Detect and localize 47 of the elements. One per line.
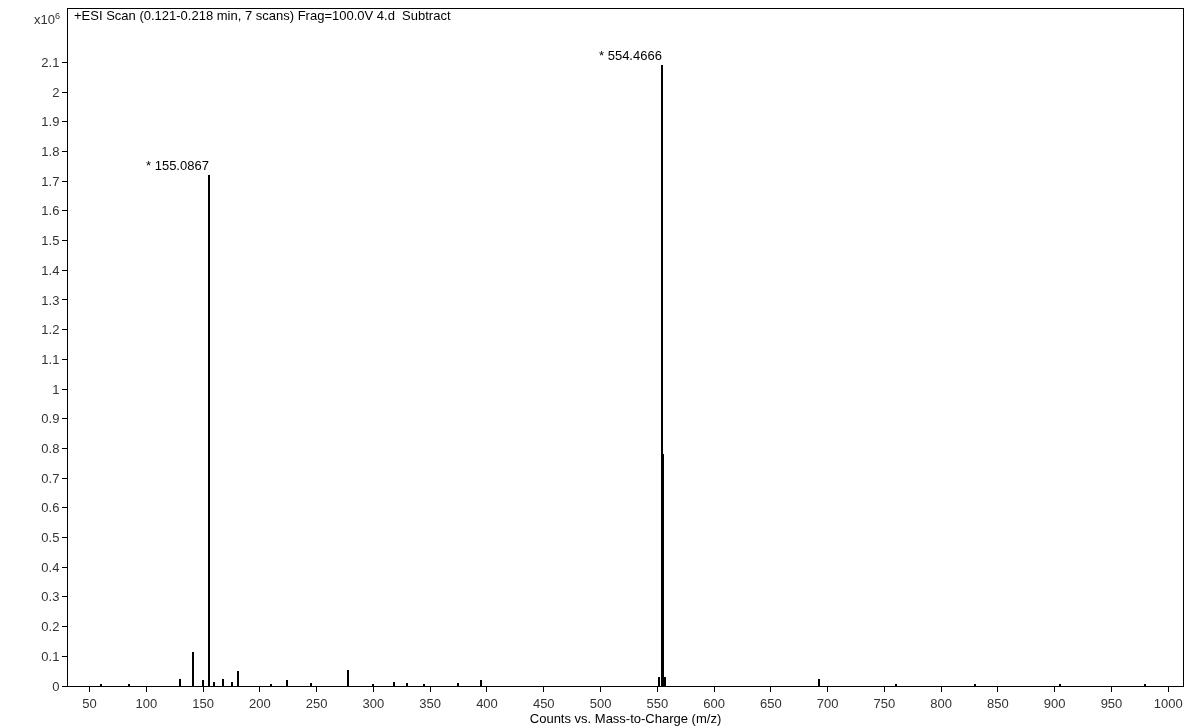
x-tick-label: 450 [532, 695, 555, 711]
x-axis-title: Counts vs. Mass-to-Charge (m/z) [529, 710, 722, 726]
x-tick-label: 700 [816, 695, 839, 711]
y-tick-label: 0.7 [41, 470, 60, 486]
y-tick-label: 0.8 [41, 441, 60, 457]
y-tick-label: 0.1 [41, 648, 60, 664]
x-tick-label: 50 [82, 695, 97, 711]
y-tick-label: 0 [52, 678, 60, 694]
x-tick-label: 550 [646, 695, 669, 711]
y-tick-label: 1 [52, 381, 60, 397]
x-tick-label: 850 [987, 695, 1009, 711]
y-tick-label: 0.4 [41, 559, 60, 575]
y-tick-label: 0.5 [41, 530, 60, 546]
y-tick-label: 1.6 [41, 203, 60, 219]
y-tick-label: 2 [52, 84, 60, 100]
y-tick-label: 0.6 [41, 500, 60, 516]
y-tick-label: 2.1 [41, 55, 60, 70]
y-tick-label: 1.4 [41, 262, 60, 278]
y-tick-label: 1.2 [41, 322, 60, 338]
y-tick-label: 1.8 [41, 144, 60, 160]
y-tick-label: 0.2 [41, 619, 60, 635]
y-tick-label: 1.9 [41, 114, 60, 130]
x-tick-label: 1000 [1153, 695, 1183, 711]
chart-title: +ESI Scan (0.121-0.218 min, 7 scans) Frag=100.0V 4.d Subtract [74, 8, 451, 24]
x-tick-label: 350 [419, 695, 442, 711]
x-tick-label: 600 [703, 695, 725, 711]
x-tick-label: 250 [305, 695, 328, 711]
x-tick-label: 500 [589, 695, 612, 711]
annotation: * 554.4666 [599, 48, 662, 63]
y-tick-label: 1.3 [41, 292, 60, 308]
x-tick-label: 400 [476, 695, 498, 711]
y-tick-label: 0.9 [41, 411, 60, 427]
x-tick-label: 150 [192, 695, 214, 711]
y-tick-label: 1.1 [41, 351, 60, 367]
x-tick-label: 950 [1100, 695, 1123, 711]
y-tick-label: 0.3 [41, 589, 60, 605]
x-tick-label: 900 [1043, 695, 1066, 711]
y-tick-label: 1.7 [41, 173, 60, 189]
x-tick-label: 800 [930, 695, 952, 711]
x-tick-label: 100 [135, 695, 158, 711]
y-axis-title: x10$^{6}$ [34, 11, 61, 28]
annotation: * 155.0867 [146, 158, 209, 173]
x-tick-label: 200 [249, 695, 271, 711]
x-tick-label: 300 [362, 695, 385, 711]
x-tick-label: 650 [759, 695, 782, 711]
x-tick-label: 750 [873, 695, 896, 711]
y-tick-label: 1.5 [41, 233, 60, 249]
